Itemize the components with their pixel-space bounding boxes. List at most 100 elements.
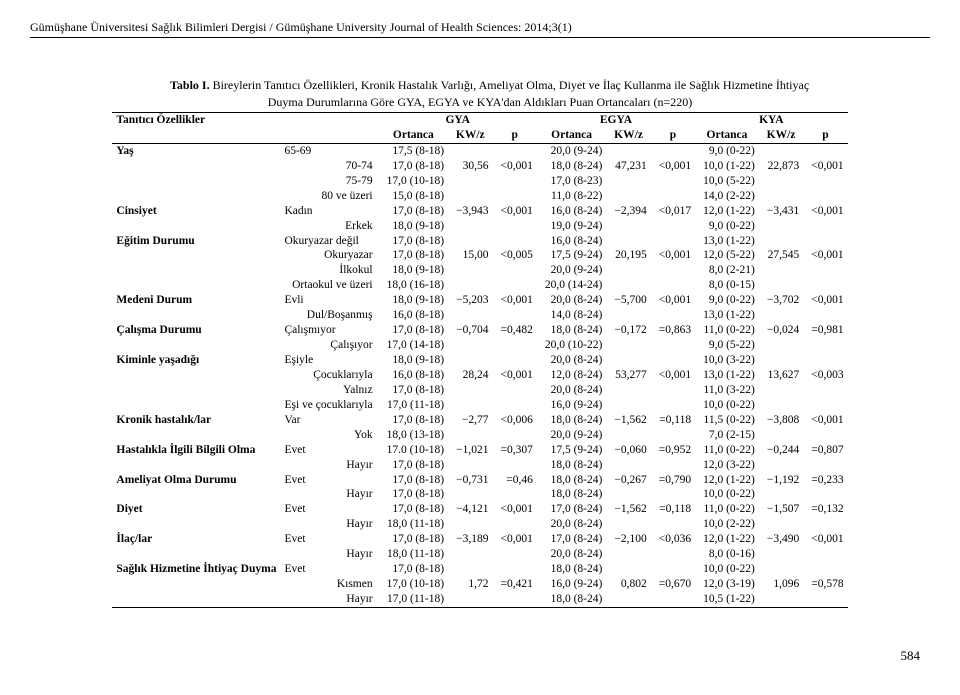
cell-gya-p <box>492 458 536 473</box>
cell-kya-ort: 10,5 (1-22) <box>695 592 759 607</box>
cell-gya-kwz <box>448 383 492 398</box>
cell-egya-p <box>651 234 695 249</box>
cell-egya-ort: 19,0 (9-24) <box>537 219 607 234</box>
cell-kya-ort: 14,0 (2-22) <box>695 189 759 204</box>
data-table: Tanıtıcı Özellikler GYA EGYA KYA Ortanca… <box>112 112 847 608</box>
cell-egya-ort: 20,0 (9-24) <box>537 263 607 278</box>
cell-kya-p: =0,807 <box>803 443 847 458</box>
cell-gya-p: =0,421 <box>492 577 536 592</box>
cell-gya-p: <0,001 <box>492 159 536 174</box>
cell-gya-ort: 17,0 (11-18) <box>379 398 449 413</box>
page-number: 584 <box>30 648 920 664</box>
row-main-label <box>112 174 280 189</box>
cell-gya-ort: 18,0 (11-18) <box>379 517 449 532</box>
cell-kya-p <box>803 547 847 562</box>
cell-kya-p: <0,001 <box>803 293 847 308</box>
cell-egya-ort: 20,0 (9-24) <box>537 143 607 158</box>
cell-kya-ort: 12,0 (3-22) <box>695 458 759 473</box>
col-kya-kwz: KW/z <box>759 128 803 143</box>
cell-egya-kwz <box>606 562 650 577</box>
row-sub-label: Evet <box>280 532 378 547</box>
table-row: 75-7917,0 (10-18)17,0 (8-23)10,0 (5-22) <box>112 174 847 189</box>
table-row: Ortaokul ve üzeri18,0 (16-18)20,0 (14-24… <box>112 278 847 293</box>
cell-gya-p: =0,307 <box>492 443 536 458</box>
cell-gya-kwz <box>448 592 492 607</box>
row-sub-label: Okuryazar <box>280 248 378 263</box>
row-sub-label: Evet <box>280 473 378 488</box>
cell-gya-p: <0,001 <box>492 502 536 517</box>
table-row: Medeni DurumEvli18,0 (9-18)−5,203<0,0012… <box>112 293 847 308</box>
cell-gya-ort: 17,0 (8-18) <box>379 562 449 577</box>
cell-egya-p <box>651 189 695 204</box>
cell-gya-kwz: −4,121 <box>448 502 492 517</box>
cell-gya-p: <0,001 <box>492 368 536 383</box>
row-sub-label: Var <box>280 413 378 428</box>
cell-egya-p: <0,001 <box>651 159 695 174</box>
cell-gya-p: <0,001 <box>492 204 536 219</box>
cell-gya-p: <0,005 <box>492 248 536 263</box>
cell-gya-p <box>492 592 536 607</box>
cell-egya-ort: 18,0 (8-24) <box>537 487 607 502</box>
row-sub-label: Hayır <box>280 592 378 607</box>
cell-gya-kwz: −0,704 <box>448 323 492 338</box>
row-sub-label: Çalışmıyor <box>280 323 378 338</box>
cell-kya-ort: 12,0 (1-22) <box>695 473 759 488</box>
cell-egya-p <box>651 338 695 353</box>
cell-egya-p: =0,118 <box>651 413 695 428</box>
cell-egya-kwz: −2,100 <box>606 532 650 547</box>
row-sub-label: Evli <box>280 293 378 308</box>
cell-egya-kwz <box>606 308 650 323</box>
row-sub-label: Hayır <box>280 517 378 532</box>
table-row: Erkek18,0 (9-18)19,0 (9-24)9,0 (0-22) <box>112 219 847 234</box>
row-sub-label: Ortaokul ve üzeri <box>280 278 378 293</box>
cell-egya-kwz: −1,562 <box>606 502 650 517</box>
cell-gya-p <box>492 383 536 398</box>
row-main-label <box>112 577 280 592</box>
cell-kya-p: =0,233 <box>803 473 847 488</box>
cell-egya-ort: 18,0 (8-24) <box>537 323 607 338</box>
cell-kya-p <box>803 189 847 204</box>
cell-egya-ort: 17,5 (9-24) <box>537 248 607 263</box>
cell-egya-p <box>651 592 695 607</box>
col-gya-p: p <box>492 128 536 143</box>
col-egya-p: p <box>651 128 695 143</box>
cell-kya-kwz: 13,627 <box>759 368 803 383</box>
cell-egya-ort: 12,0 (8-24) <box>537 368 607 383</box>
cell-kya-kwz <box>759 219 803 234</box>
cell-egya-p <box>651 562 695 577</box>
cell-egya-kwz <box>606 234 650 249</box>
table-head: Tanıtıcı Özellikler GYA EGYA KYA Ortanca… <box>112 113 847 144</box>
cell-egya-kwz: 0,802 <box>606 577 650 592</box>
col-group-kya: KYA <box>695 113 848 128</box>
cell-kya-ort: 11,0 (0-22) <box>695 443 759 458</box>
row-main-label <box>112 263 280 278</box>
cell-kya-kwz: −1,507 <box>759 502 803 517</box>
row-main-label <box>112 428 280 443</box>
cell-egya-kwz <box>606 143 650 158</box>
cell-gya-ort: 17,0 (8-18) <box>379 159 449 174</box>
cell-kya-kwz <box>759 308 803 323</box>
header-rule <box>30 37 930 38</box>
cell-gya-ort: 17,0 (8-18) <box>379 204 449 219</box>
cell-gya-kwz <box>448 458 492 473</box>
table-row: Kiminle yaşadığıEşiyle18,0 (9-18)20,0 (8… <box>112 353 847 368</box>
cell-kya-p: <0,001 <box>803 204 847 219</box>
cell-egya-kwz: −5,700 <box>606 293 650 308</box>
table-row: 70-7417,0 (8-18)30,56<0,00118,0 (8-24)47… <box>112 159 847 174</box>
cell-kya-ort: 9,0 (5-22) <box>695 338 759 353</box>
cell-gya-kwz: −3,189 <box>448 532 492 547</box>
cell-egya-kwz <box>606 189 650 204</box>
col-egya-ort: Ortanca <box>537 128 607 143</box>
row-sub-label: Hayır <box>280 458 378 473</box>
cell-egya-kwz <box>606 383 650 398</box>
cell-kya-kwz <box>759 547 803 562</box>
table-row: Hayır17,0 (8-18)18,0 (8-24)12,0 (3-22) <box>112 458 847 473</box>
row-main-label: Yaş <box>112 143 280 158</box>
cell-kya-kwz <box>759 353 803 368</box>
table-title-text: Bireylerin Tanıtıcı Özellikleri, Kronik … <box>213 78 810 92</box>
table-row: Çocuklarıyla16,0 (8-18)28,24<0,00112,0 (… <box>112 368 847 383</box>
cell-gya-ort: 16,0 (8-18) <box>379 308 449 323</box>
cell-kya-ort: 13,0 (1-22) <box>695 308 759 323</box>
cell-egya-p: <0,001 <box>651 248 695 263</box>
cell-gya-kwz <box>448 278 492 293</box>
